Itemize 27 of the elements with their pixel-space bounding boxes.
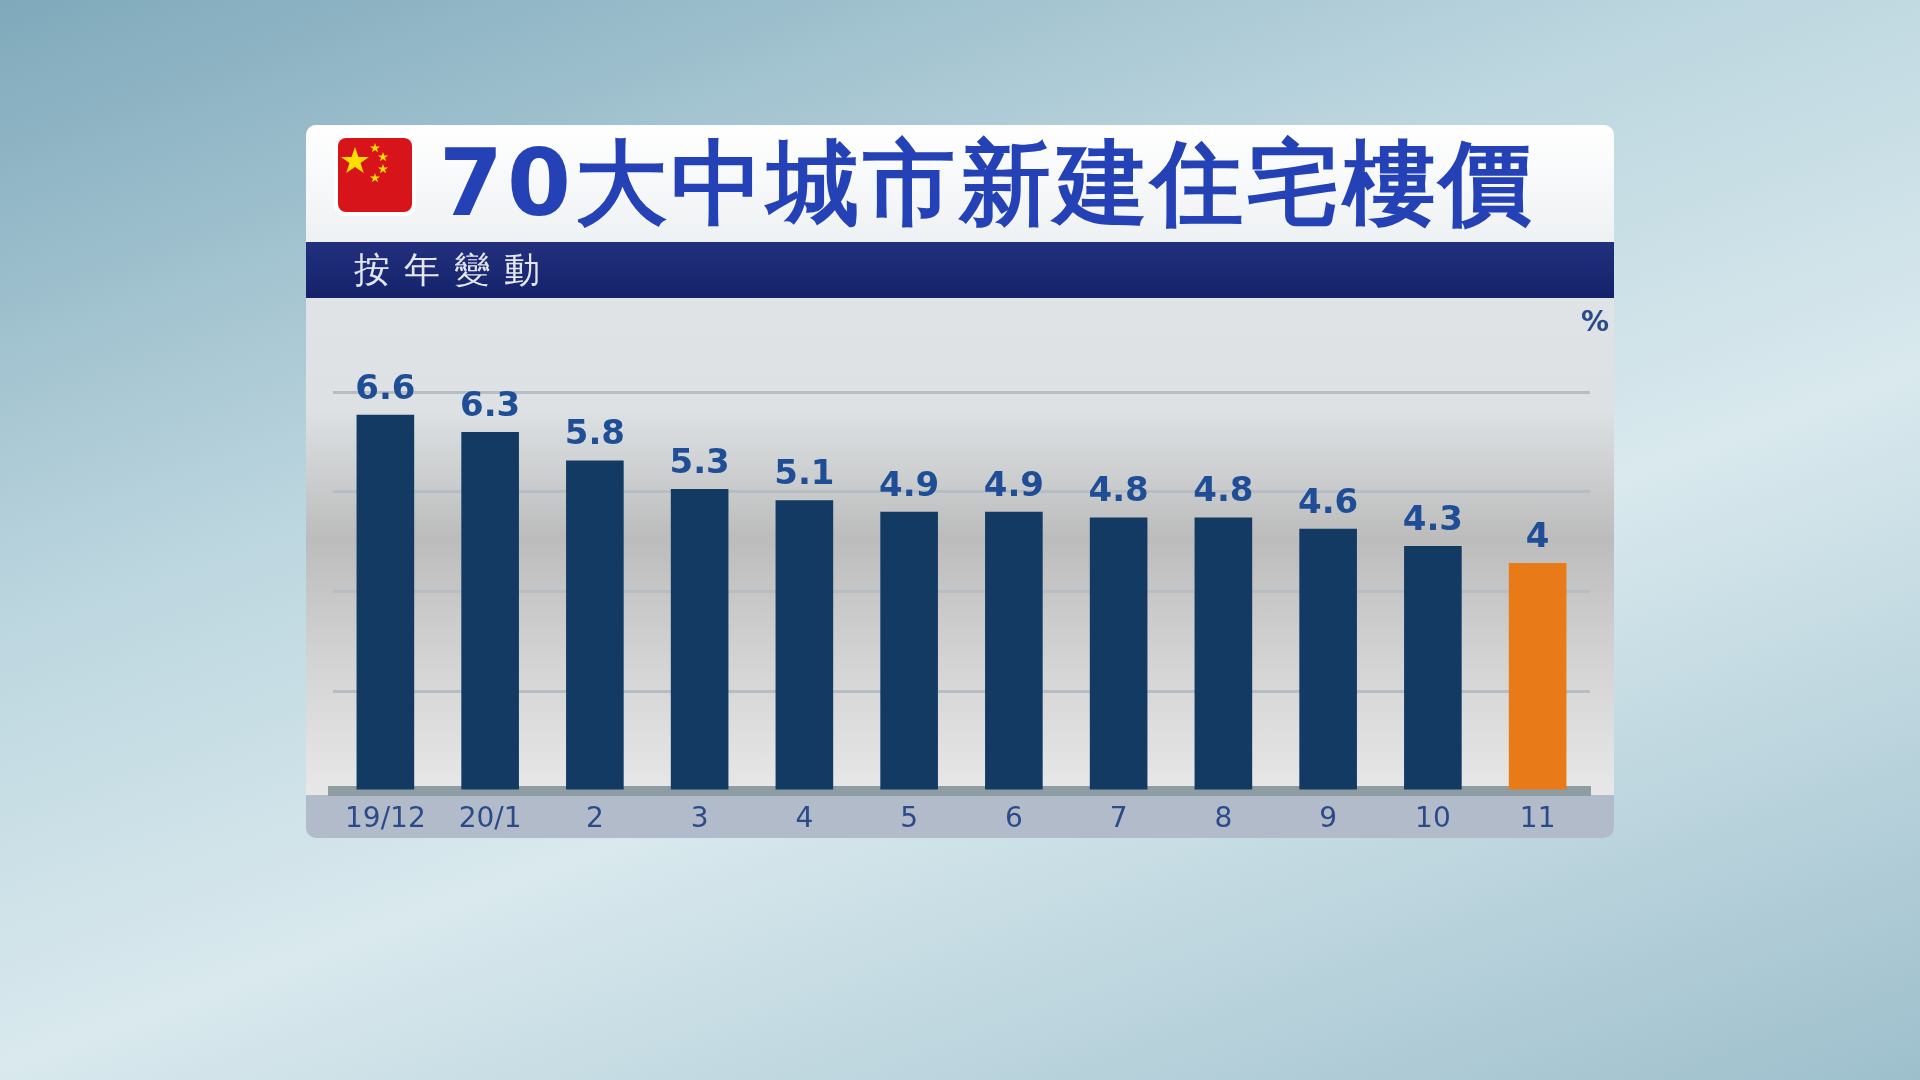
- x-tick-label: 19/12: [345, 801, 426, 835]
- y-axis-title: %: [1581, 305, 1610, 338]
- data-label: 6.6: [355, 366, 416, 407]
- x-tick-label: 10: [1415, 801, 1451, 835]
- x-tick-label: 8: [1214, 801, 1233, 835]
- x-tick-label: 20/1: [458, 801, 522, 835]
- x-tick-label: 7: [1109, 801, 1128, 835]
- data-label: 5.3: [669, 440, 730, 481]
- x-tick-label: 9: [1319, 801, 1338, 835]
- data-label: 4.8: [1088, 469, 1149, 510]
- data-label: 6.3: [460, 383, 521, 424]
- data-label: 4.6: [1298, 480, 1359, 521]
- data-label: 4.3: [1402, 497, 1463, 538]
- x-tick-label: 2: [585, 801, 604, 835]
- x-tick-label: 5: [900, 801, 919, 835]
- chart-title: 70大中城市新建住宅樓價: [439, 129, 1536, 239]
- data-label: 5.8: [564, 412, 625, 453]
- x-tick-label: 6: [1004, 801, 1023, 835]
- data-label: 5.1: [774, 452, 835, 493]
- data-label: 4.9: [879, 463, 940, 504]
- x-tick-label: 11: [1519, 801, 1556, 835]
- x-tick-label: 3: [690, 801, 709, 835]
- x-tick-label: 4: [795, 801, 814, 835]
- chart-subtitle: 按年變動: [354, 248, 554, 292]
- data-label: 4.8: [1193, 469, 1254, 510]
- data-label: 4: [1525, 514, 1550, 555]
- data-label: 4.9: [983, 463, 1044, 504]
